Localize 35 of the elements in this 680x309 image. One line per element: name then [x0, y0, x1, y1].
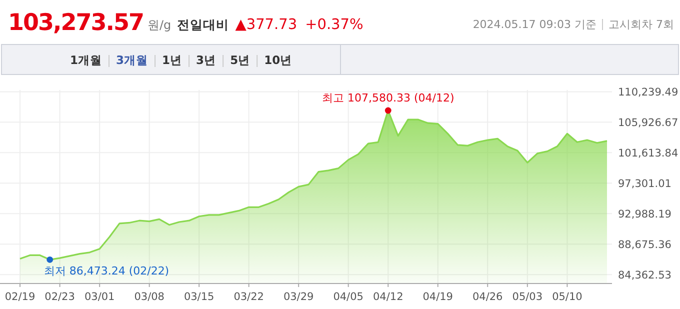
y-tick-label: 101,613.84: [618, 148, 678, 160]
text: +0.37%: [305, 17, 364, 33]
text: 1년: [162, 53, 182, 67]
y-tick-label: 105,926.67: [618, 117, 678, 130]
chart-title: 103,273.57: [8, 10, 144, 36]
x-tick-label: 03/01: [84, 291, 115, 303]
annotation: 최저 86,473.24 (02/22): [44, 264, 170, 278]
x-tick-label: 03/15: [184, 291, 214, 303]
text: 2024.05.17 09:03 기준: [472, 18, 596, 31]
x-tick-label: 02/19: [4, 291, 36, 303]
y-tick-label: 97,301.01: [618, 178, 672, 190]
x-tick-label: 04/12: [372, 291, 404, 303]
x-tick-label: 05/03: [512, 291, 543, 303]
x-tick-label: 03/29: [283, 291, 314, 303]
text: 1개월: [70, 53, 102, 67]
text: 3개월: [116, 53, 148, 67]
text: 5년: [230, 53, 250, 67]
annotation: 최고 107,580.33 (04/12): [322, 91, 454, 104]
text: 전일대비: [177, 17, 230, 32]
y-tick-label: 88,675.36: [618, 239, 672, 252]
x-tick-label: 04/05: [333, 291, 364, 303]
text: 10년: [264, 53, 292, 67]
x-tick-label: 04/26: [472, 291, 504, 303]
y-tick-label: 84,362.53: [618, 270, 672, 282]
text: 3년: [196, 53, 216, 67]
x-tick-label: 03/22: [234, 291, 264, 303]
text: 원/g: [148, 18, 172, 32]
x-tick-label: 05/10: [552, 291, 582, 303]
text: 고시회차 7회: [608, 18, 674, 31]
text: ▲377.73: [235, 17, 298, 33]
x-tick-label: 02/23: [44, 291, 75, 303]
x-tick-label: 03/08: [134, 291, 164, 303]
y-tick-label: 110,239.49: [618, 86, 678, 99]
x-tick-label: 04/19: [422, 291, 453, 303]
y-tick-label: 92,988.19: [618, 208, 672, 221]
